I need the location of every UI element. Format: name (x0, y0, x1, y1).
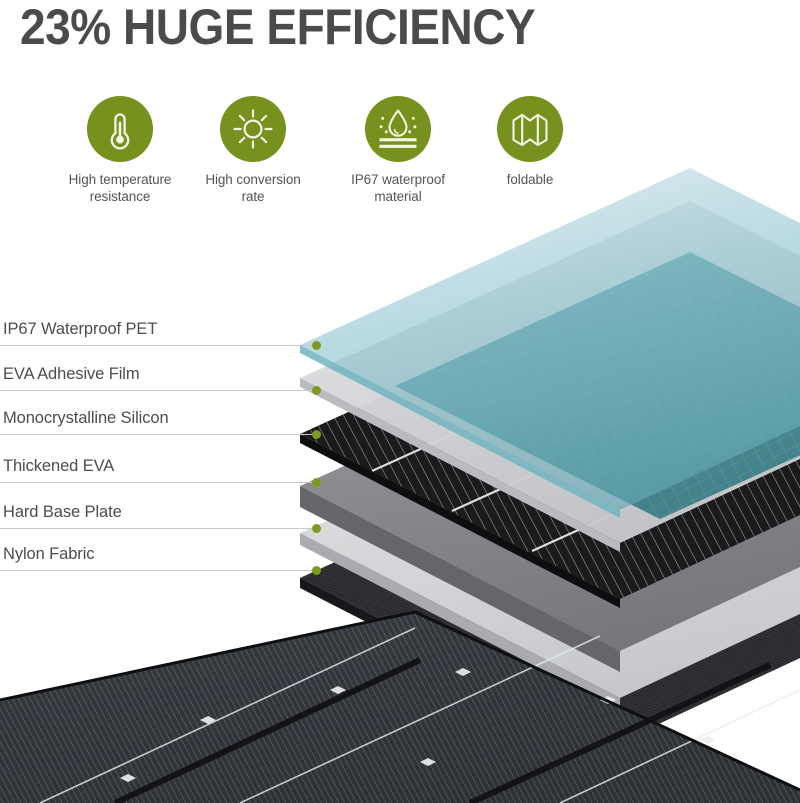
solar-panel-photo (0, 610, 800, 803)
feature-label: High temperature resistance (45, 171, 195, 205)
feature-high-conversion-rate: High conversion rate (178, 96, 328, 205)
feature-label: IP67 waterproof material (323, 171, 473, 205)
leader-line (0, 570, 316, 571)
page-title: 23% HUGE EFFICIENCY (20, 0, 536, 55)
callout-label: Nylon Fabric (3, 545, 95, 563)
callout-label: IP67 Waterproof PET (3, 320, 158, 338)
feature-icon-circle (365, 96, 431, 162)
callout-eva-adhesive-film: EVA Adhesive Film (0, 363, 330, 395)
layer-shape-thickened-eva (300, 309, 800, 672)
callout-nylon-fabric: Nylon Fabric (0, 543, 330, 575)
feature-label-line2: resistance (89, 189, 151, 204)
feature-label: foldable (455, 171, 605, 188)
feature-label-line2: rate (241, 189, 265, 204)
foldable-map-icon (512, 113, 548, 147)
leader-line (0, 434, 316, 435)
feature-icon-circle (497, 96, 563, 162)
leader-dot (312, 386, 321, 395)
feature-ip67-waterproof-material: IP67 waterproof material (323, 96, 473, 205)
leader-dot (312, 430, 321, 439)
feature-label-line1: foldable (506, 172, 554, 187)
feature-label-line1: High temperature (68, 172, 172, 187)
callout-thickened-eva: Thickened EVA (0, 455, 330, 487)
callout-label: Thickened EVA (3, 457, 115, 475)
feature-icon-circle (220, 96, 286, 162)
callout-ip67-waterproof-pet: IP67 Waterproof PET (0, 318, 330, 350)
feature-foldable: foldable (455, 96, 605, 188)
feature-label-line1: High conversion (205, 172, 301, 187)
leader-dot (312, 478, 321, 487)
callout-label: EVA Adhesive Film (3, 365, 140, 383)
leader-dot (312, 566, 321, 575)
layer-shape-monocrystalline-silicon (300, 257, 800, 608)
feature-label-line2: material (374, 189, 422, 204)
layer-shape-ip67-waterproof-pet (300, 168, 800, 519)
callout-label: Hard Base Plate (3, 503, 122, 521)
layer-shape-eva-adhesive-film (300, 201, 800, 552)
leader-line (0, 482, 316, 483)
waterproof-droplet-icon (379, 109, 417, 148)
callout-label: Monocrystalline Silicon (3, 409, 169, 427)
feature-label: High conversion rate (178, 171, 328, 205)
feature-high-temperature-resistance: High temperature resistance (45, 96, 195, 205)
leader-line (0, 390, 316, 391)
leader-line (0, 528, 316, 529)
callout-monocrystalline-silicon: Monocrystalline Silicon (0, 407, 330, 439)
feature-label-line1: IP67 waterproof (351, 172, 445, 187)
thermometer-icon (110, 113, 130, 150)
leader-dot (312, 524, 321, 533)
layer-shape-nylon-fabric (300, 400, 800, 752)
sun-icon (233, 109, 273, 149)
layer-shape-hard-base-plate (300, 356, 800, 710)
leader-dot (312, 341, 321, 350)
callout-hard-base-plate: Hard Base Plate (0, 501, 330, 533)
feature-icon-circle (87, 96, 153, 162)
leader-line (0, 345, 316, 346)
